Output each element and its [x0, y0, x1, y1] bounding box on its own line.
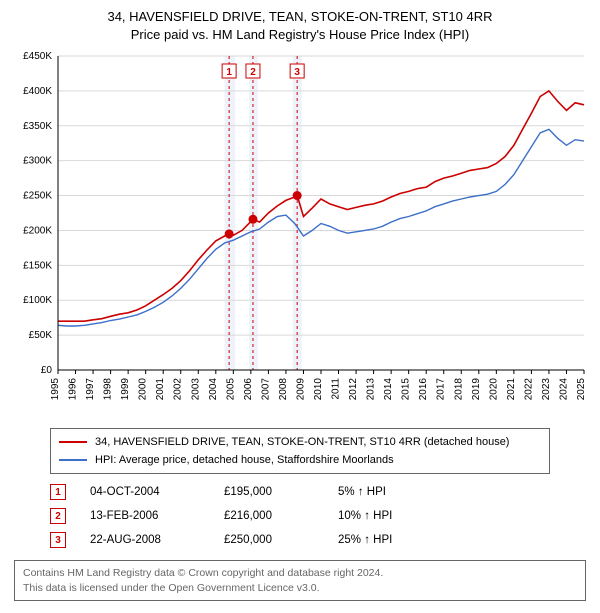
svg-text:2012: 2012 [348, 378, 359, 401]
title-block: 34, HAVENSFIELD DRIVE, TEAN, STOKE-ON-TR… [10, 8, 590, 44]
transaction-badge: 3 [50, 532, 66, 548]
svg-text:2013: 2013 [366, 378, 377, 401]
svg-text:2010: 2010 [313, 378, 324, 401]
transaction-price: £216,000 [224, 510, 314, 522]
chart-svg: £0 £50K £100K £150K £200K £250K £300K £350K £400… [10, 50, 590, 420]
svg-text:2007: 2007 [260, 378, 271, 401]
legend-label: HPI: Average price, detached house, Staf… [95, 454, 394, 466]
chart: £0 £50K £100K £150K £200K £250K £300K £350K £400… [10, 50, 590, 420]
page-container: 34, HAVENSFIELD DRIVE, TEAN, STOKE-ON-TR… [0, 0, 600, 613]
svg-text:2009: 2009 [295, 378, 306, 401]
svg-text:2019: 2019 [471, 378, 482, 401]
svg-text:£350K: £350K [23, 121, 52, 132]
svg-text:£250K: £250K [23, 191, 52, 202]
transaction-pct: 10% ↑ HPI [338, 510, 448, 522]
svg-text:2015: 2015 [401, 378, 412, 401]
svg-text:2021: 2021 [506, 378, 517, 401]
transaction-date: 13-FEB-2006 [90, 510, 200, 522]
title-line-2: Price paid vs. HM Land Registry's House … [10, 26, 590, 44]
footer: Contains HM Land Registry data © Crown c… [14, 560, 586, 600]
transactions-table: 1 04-OCT-2004 £195,000 5% ↑ HPI 2 13-FEB-2006… [50, 480, 550, 552]
svg-text:2000: 2000 [138, 378, 149, 401]
svg-text:2002: 2002 [173, 378, 184, 401]
svg-text:£450K: £450K [23, 51, 52, 62]
svg-text:£200K: £200K [23, 226, 52, 237]
transaction-pct: 25% ↑ HPI [338, 534, 448, 546]
transaction-row: 3 22-AUG-2008 £250,000 25% ↑ HPI [50, 528, 550, 552]
transaction-price: £250,000 [224, 534, 314, 546]
legend-row: HPI: Average price, detached house, Staf… [59, 451, 541, 469]
svg-text:1996: 1996 [68, 378, 79, 401]
svg-text:2008: 2008 [278, 378, 289, 401]
svg-text:1: 1 [226, 67, 232, 78]
svg-text:£150K: £150K [23, 261, 52, 272]
svg-text:2001: 2001 [155, 378, 166, 401]
transaction-price: £195,000 [224, 486, 314, 498]
svg-text:2005: 2005 [225, 378, 236, 401]
svg-text:1998: 1998 [103, 378, 114, 401]
svg-text:2022: 2022 [523, 378, 534, 401]
svg-text:£300K: £300K [23, 156, 52, 167]
svg-text:£400K: £400K [23, 86, 52, 97]
svg-text:2011: 2011 [331, 378, 342, 400]
svg-text:2003: 2003 [190, 378, 201, 401]
svg-text:2020: 2020 [488, 378, 499, 401]
transaction-badge: 1 [50, 484, 66, 500]
svg-text:1999: 1999 [120, 378, 131, 401]
transaction-row: 2 13-FEB-2006 £216,000 10% ↑ HPI [50, 504, 550, 528]
svg-text:£0: £0 [41, 365, 53, 376]
legend-label: 34, HAVENSFIELD DRIVE, TEAN, STOKE-ON-TR… [95, 436, 509, 448]
svg-text:2004: 2004 [208, 378, 219, 401]
svg-text:2014: 2014 [383, 378, 394, 401]
svg-text:2023: 2023 [541, 378, 552, 401]
svg-text:2025: 2025 [576, 378, 587, 401]
svg-text:2006: 2006 [243, 378, 254, 401]
transaction-pct: 5% ↑ HPI [338, 486, 448, 498]
footer-line-1: Contains HM Land Registry data © Crown c… [23, 566, 577, 580]
legend-row: 34, HAVENSFIELD DRIVE, TEAN, STOKE-ON-TR… [59, 433, 541, 451]
svg-text:2: 2 [250, 67, 256, 78]
transaction-date: 22-AUG-2008 [90, 534, 200, 546]
svg-text:2016: 2016 [418, 378, 429, 401]
title-line-1: 34, HAVENSFIELD DRIVE, TEAN, STOKE-ON-TR… [10, 8, 590, 26]
svg-text:1995: 1995 [50, 378, 61, 401]
transaction-badge: 2 [50, 508, 66, 524]
svg-text:2018: 2018 [453, 378, 464, 401]
transaction-date: 04-OCT-2004 [90, 486, 200, 498]
legend-swatch [59, 441, 87, 443]
svg-text:1997: 1997 [85, 378, 96, 401]
legend-swatch [59, 459, 87, 461]
svg-text:£50K: £50K [29, 330, 53, 341]
legend: 34, HAVENSFIELD DRIVE, TEAN, STOKE-ON-TR… [50, 428, 550, 474]
svg-text:£100K: £100K [23, 296, 52, 307]
svg-text:3: 3 [294, 67, 300, 78]
svg-text:2024: 2024 [558, 378, 569, 401]
svg-text:2017: 2017 [436, 378, 447, 401]
transaction-row: 1 04-OCT-2004 £195,000 5% ↑ HPI [50, 480, 550, 504]
footer-line-2: This data is licensed under the Open Gov… [23, 581, 577, 595]
